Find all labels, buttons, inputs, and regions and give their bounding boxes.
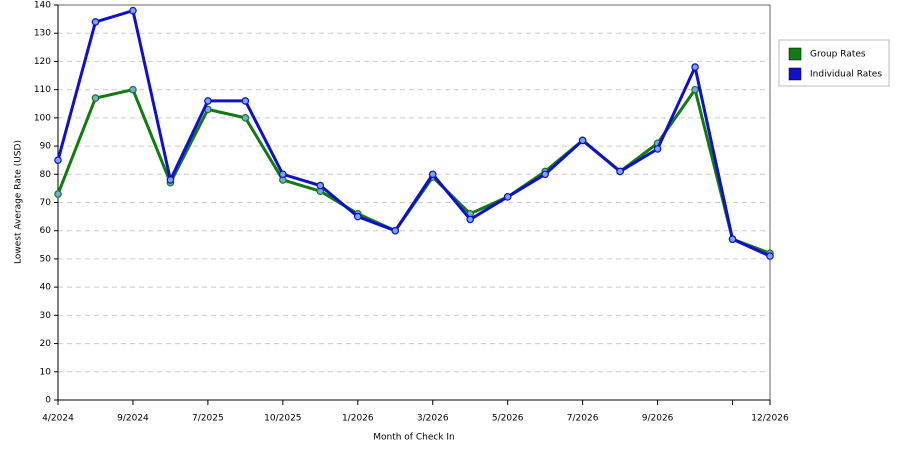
- legend-label: Individual Rates: [810, 70, 882, 80]
- series-line: [56, 9, 771, 258]
- data-point: [241, 97, 250, 105]
- data-point: [91, 18, 100, 26]
- data-point: [166, 176, 175, 184]
- data-point: [241, 114, 250, 122]
- legend-label: Group Rates: [810, 50, 866, 60]
- x-tick-label: 10/2025: [264, 414, 301, 424]
- y-tick-label: 20: [40, 339, 52, 349]
- x-tick-label: 12/2026: [751, 414, 789, 424]
- y-tick-label: 50: [40, 254, 52, 264]
- legend-swatch: [788, 47, 802, 61]
- y-tick-label: 0: [45, 396, 51, 406]
- y-tick-label: 140: [34, 1, 51, 11]
- data-point: [766, 252, 774, 260]
- data-point: [691, 85, 699, 94]
- y-tick-label: 60: [40, 226, 52, 236]
- data-point: [541, 170, 549, 179]
- y-tick-label: 100: [34, 113, 51, 123]
- y-tick-label: 90: [40, 142, 52, 152]
- x-tick-label: 5/2026: [492, 414, 524, 424]
- data-point: [129, 85, 137, 94]
- y-tick-label: 120: [34, 57, 51, 67]
- data-point: [428, 170, 437, 179]
- x-tick-label: 4/2024: [42, 414, 74, 424]
- y-tick-label: 10: [40, 367, 52, 377]
- data-point: [691, 63, 699, 71]
- y-tick-label: 80: [40, 170, 52, 180]
- y-tick-label: 110: [34, 85, 51, 95]
- data-point: [578, 136, 587, 145]
- y-axis-label: Lowest Average Rate (USD): [14, 140, 24, 264]
- data-point: [616, 167, 624, 176]
- x-tick-label: 9/2024: [117, 414, 149, 424]
- data-point: [503, 193, 512, 201]
- data-point: [91, 94, 100, 102]
- x-tick-label: 7/2026: [567, 414, 599, 424]
- y-tick-label: 130: [34, 29, 51, 39]
- x-tick-label: 9/2026: [642, 414, 674, 424]
- data-point: [316, 181, 325, 190]
- data-point: [391, 226, 400, 235]
- x-axis-label: Month of Check In: [373, 433, 455, 443]
- y-tick-label: 70: [40, 198, 52, 208]
- legend-swatch: [788, 67, 802, 81]
- x-tick-label: 1/2026: [342, 414, 374, 424]
- data-point: [353, 212, 362, 221]
- y-tick-label: 40: [40, 283, 52, 293]
- y-tick-label: 30: [40, 311, 52, 321]
- data-point: [204, 97, 212, 105]
- data-point: [129, 6, 137, 15]
- data-point: [653, 145, 662, 153]
- x-tick-label: 7/2025: [192, 414, 224, 424]
- data-point: [466, 215, 475, 224]
- data-point: [728, 235, 737, 243]
- data-point: [54, 156, 62, 164]
- data-point: [279, 170, 287, 179]
- data-point: [54, 190, 62, 198]
- x-tick-label: 3/2026: [417, 414, 449, 424]
